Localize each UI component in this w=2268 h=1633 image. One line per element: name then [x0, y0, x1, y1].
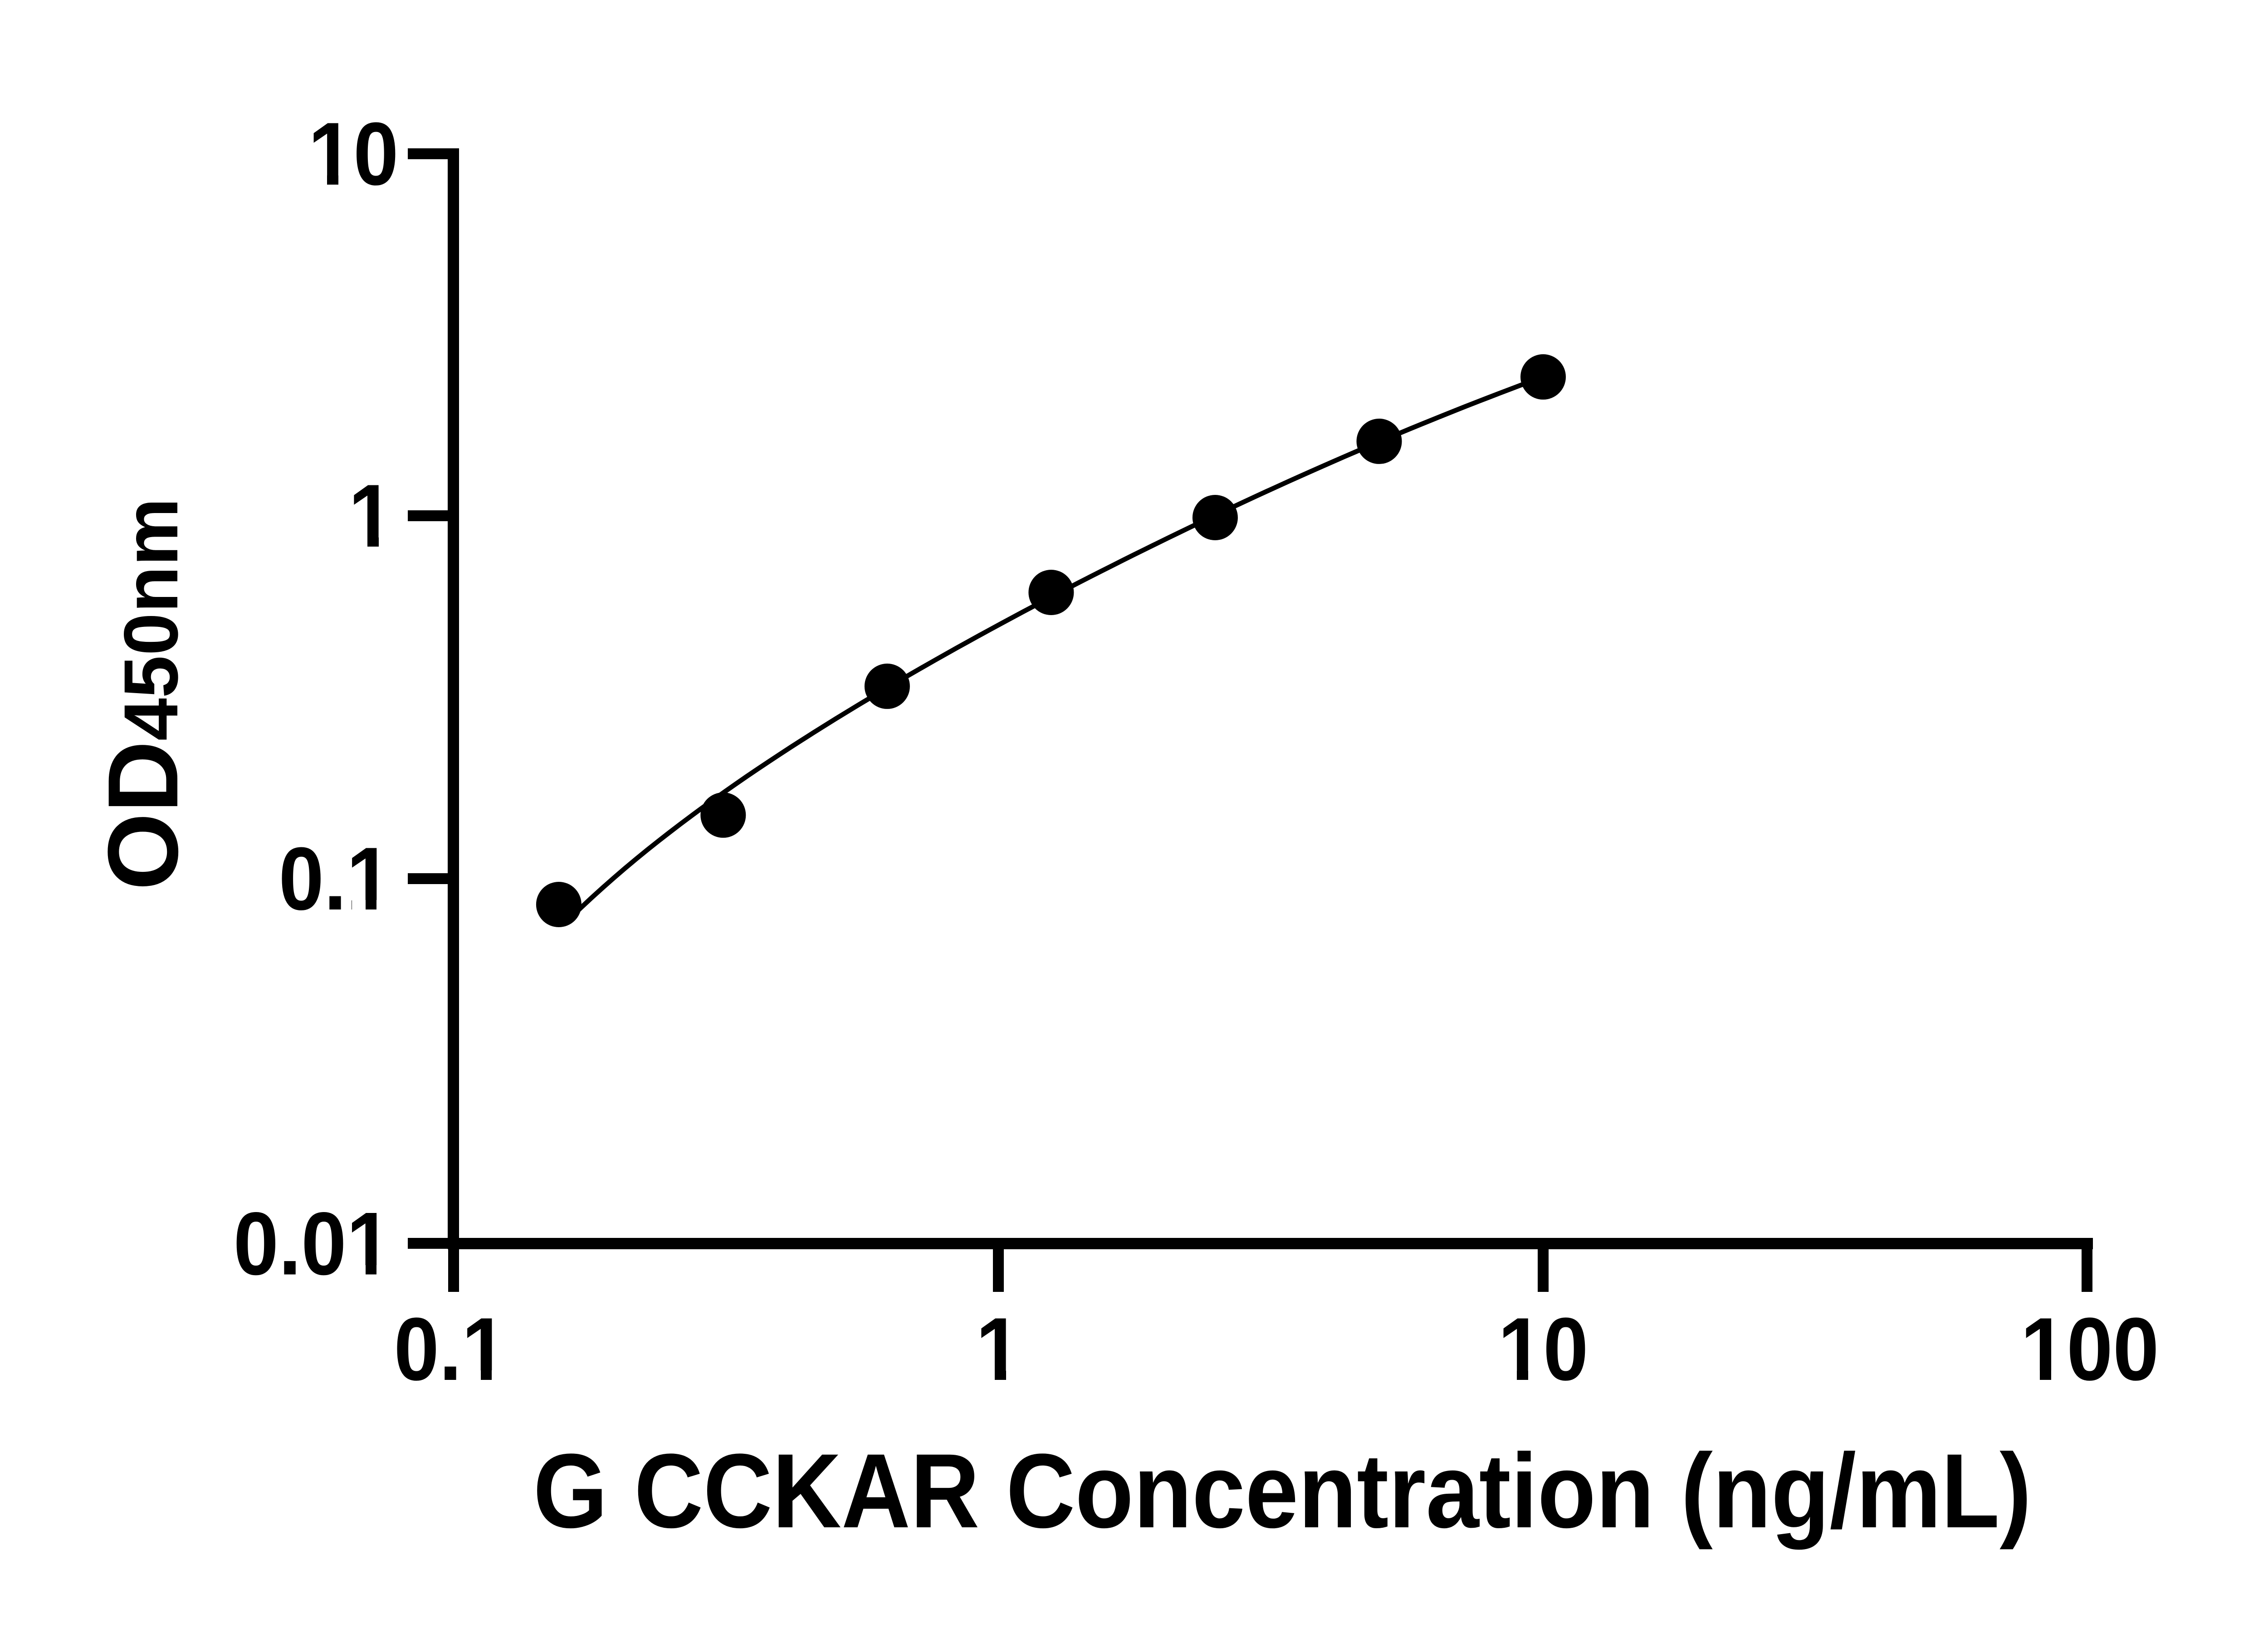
- svg-text:1: 1: [976, 1299, 1021, 1399]
- svg-text:G CCKAR Concentration (ng/mL): G CCKAR Concentration (ng/mL): [533, 1432, 2031, 1550]
- svg-text:0.01: 0.01: [234, 1194, 392, 1294]
- svg-text:100: 100: [2020, 1300, 2159, 1399]
- svg-text:10: 10: [308, 104, 398, 204]
- svg-text:0.1: 0.1: [394, 1299, 507, 1399]
- svg-text:10: 10: [1498, 1299, 1588, 1399]
- svg-text:0.1: 0.1: [279, 829, 391, 929]
- svg-text:1: 1: [348, 466, 394, 566]
- svg-text:OD450nm: OD450nm: [87, 498, 199, 890]
